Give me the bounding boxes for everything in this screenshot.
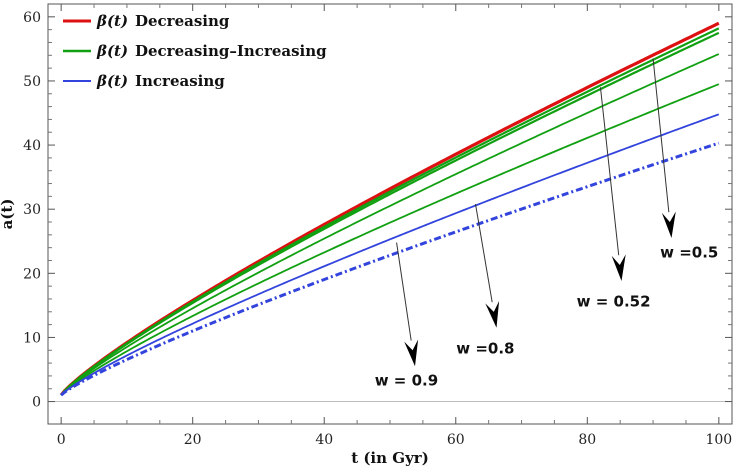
y-tick-label: 50: [23, 74, 41, 90]
y-tick-label: 0: [32, 395, 41, 411]
x-tick-label: 40: [315, 432, 333, 448]
legend-label-increasing: Increasing: [135, 72, 225, 90]
series-group: [59, 21, 720, 397]
annotation-label-1: w =0.8: [456, 339, 514, 357]
legend-beta-decreasing-increasing: β(t): [96, 42, 128, 60]
y-tick-label: 30: [23, 202, 41, 218]
annotation-label-2: w = 0.52: [577, 293, 651, 311]
legend: β(t) Decreasing β(t) Decreasing–Increasi…: [63, 12, 327, 90]
x-tick-label: 0: [57, 432, 66, 448]
annotation-arrowhead-2: [611, 254, 626, 281]
annotation-label-0: w = 0.9: [375, 372, 438, 390]
legend-beta-decreasing: β(t): [96, 12, 128, 30]
x-axis-title: t (in Gyr): [351, 449, 429, 467]
y-tick-label: 10: [23, 330, 41, 346]
series-line-2: [60, 31, 720, 396]
series-line-3: [60, 53, 720, 396]
y-tick-label: 40: [23, 138, 41, 154]
axis-ticks: 0 20 40 60 80 100 0 10 20 30 40 50 60: [23, 4, 732, 448]
annotation-line-2: [599, 87, 620, 256]
y-tick-label: 20: [23, 266, 41, 282]
annotation-arrowhead-1: [485, 301, 500, 328]
x-tick-label: 100: [705, 432, 732, 448]
annotation-line-0: [396, 242, 412, 341]
series-line-5: [60, 113, 720, 396]
legend-beta-increasing: β(t): [96, 72, 128, 90]
x-tick-label: 60: [447, 432, 465, 448]
legend-label-decreasing: Decreasing: [135, 12, 230, 30]
series-line-4: [60, 83, 720, 396]
y-tick-label: 60: [23, 10, 41, 26]
annotation-label-3: w =0.5: [660, 243, 718, 261]
annotations-group: w = 0.9 w =0.8 w = 0.52 w =0.5: [375, 58, 718, 390]
annotation-arrowhead-0: [404, 339, 419, 367]
annotation-line-1: [475, 203, 493, 303]
legend-label-decreasing-increasing: Decreasing–Increasing: [135, 42, 327, 60]
annotation-line-3: [652, 58, 670, 213]
series-line-6: [60, 141, 720, 397]
x-tick-label: 20: [184, 432, 202, 448]
y-axis-title: a(t): [0, 199, 16, 230]
x-tick-label: 80: [578, 432, 596, 448]
annotation-arrowhead-3: [661, 211, 676, 238]
